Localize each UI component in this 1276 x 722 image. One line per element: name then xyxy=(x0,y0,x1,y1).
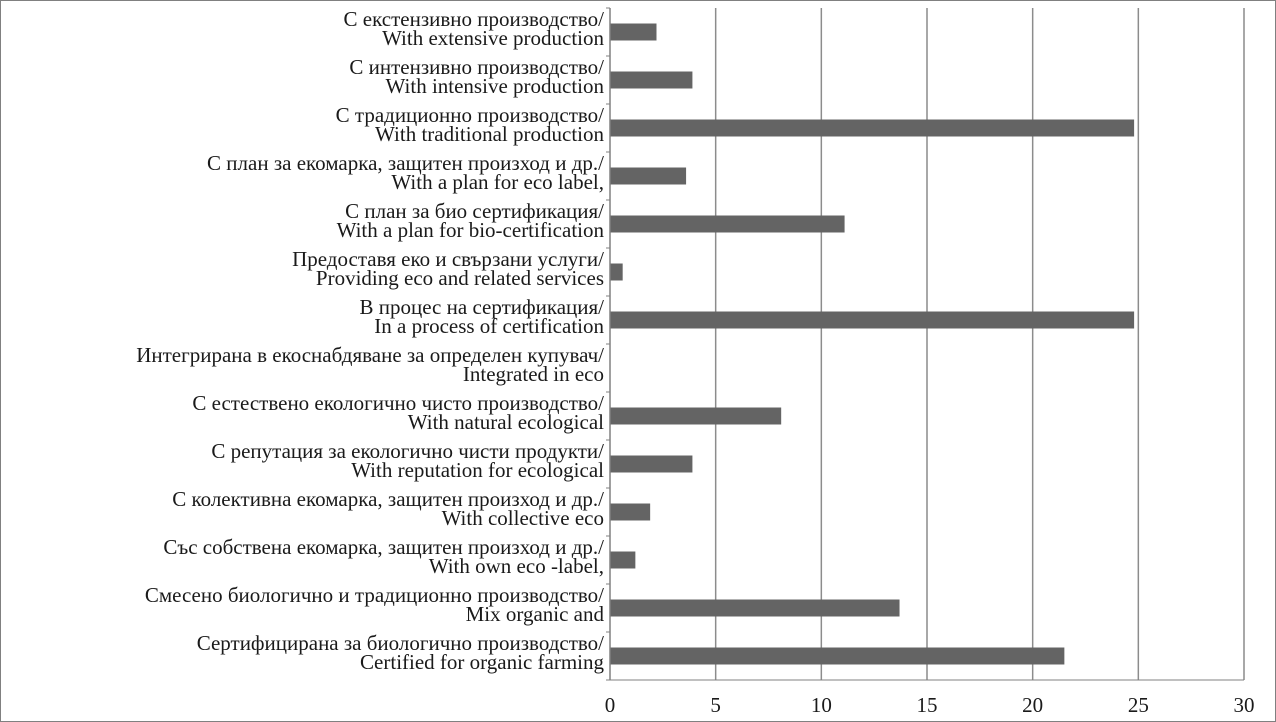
category-label-en: With natural ecological xyxy=(408,410,604,434)
category-label-en: Integrated in eco xyxy=(463,362,604,386)
category-label-en: With intensive production xyxy=(386,74,605,98)
x-tick-label: 30 xyxy=(1234,693,1255,717)
bar xyxy=(610,407,782,425)
category-label-bg: Предоставя еко и свързани услуги/ xyxy=(292,247,604,271)
bar xyxy=(610,311,1135,329)
category-label-en: Certified for organic farming xyxy=(360,650,604,674)
bars xyxy=(610,23,1135,665)
bar xyxy=(610,551,636,569)
category-label-en: In a process of certification xyxy=(374,314,604,338)
category-label-bg: Сертифицирана за биологично производство… xyxy=(197,631,604,655)
category-label-bg: Интегрирана в екоснабдяване за определен… xyxy=(136,343,604,367)
category-label-bg: С план за екомарка, защитен произход и д… xyxy=(207,151,604,175)
category-label-en: Mix organic and xyxy=(466,602,605,626)
bar xyxy=(610,71,693,89)
category-label-en: With a plan for eco label, xyxy=(391,170,604,194)
bar xyxy=(610,263,623,281)
category-label-en: With collective eco xyxy=(442,506,604,530)
bar xyxy=(610,119,1135,137)
category-label-en: With a plan for bio-certification xyxy=(337,218,605,242)
x-tick-label: 5 xyxy=(710,693,721,717)
category-label-bg: С план за био сертификация/ xyxy=(345,199,604,223)
bar xyxy=(610,167,687,185)
x-tick-label: 0 xyxy=(605,693,616,717)
category-label-en: Providing eco and related services xyxy=(316,266,604,290)
x-tick-label: 20 xyxy=(1022,693,1043,717)
bar xyxy=(610,599,900,617)
tick-labels: 0 5 10 15 20 25 30 xyxy=(605,693,1255,717)
category-label-en: With extensive production xyxy=(382,26,604,50)
category-label-bg: Със собствена екомарка, защитен произход… xyxy=(163,535,604,559)
bar xyxy=(610,455,693,473)
category-label-bg: С традиционно производство/ xyxy=(336,103,605,127)
x-tick-label: 25 xyxy=(1128,693,1149,717)
category-label-bg: В процес на сертификация/ xyxy=(359,295,604,319)
bar xyxy=(610,23,657,41)
category-label-en: With traditional production xyxy=(375,122,604,146)
category-labels: С екстензивно производство/With extensiv… xyxy=(136,7,604,674)
bar xyxy=(610,215,845,233)
category-label-bg: С естествено екологично чисто производст… xyxy=(192,391,604,415)
axes xyxy=(606,7,1244,681)
category-label-bg: Смесено биологично и традиционно произво… xyxy=(145,583,604,607)
category-label-bg: С колективна екомарка, защитен произход … xyxy=(172,487,604,511)
category-label-bg: С екстензивно производство/ xyxy=(344,7,605,31)
category-label-en: With reputation for ecological xyxy=(351,458,604,482)
category-label-bg: С интензивно производство/ xyxy=(349,55,604,79)
x-tick-label: 10 xyxy=(811,693,832,717)
bar xyxy=(610,647,1065,665)
category-label-bg: С репутация за екологично чисти продукти… xyxy=(211,439,604,463)
x-tick-label: 15 xyxy=(917,693,938,717)
bar xyxy=(610,503,651,521)
category-label-en: With own eco -label, xyxy=(429,554,604,578)
